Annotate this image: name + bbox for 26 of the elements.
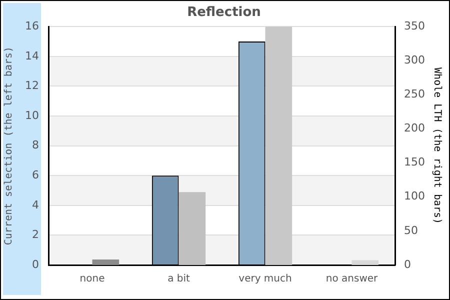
x-tick-label: no answer	[326, 274, 379, 285]
y2-tick-label: 350	[404, 19, 426, 32]
y2-tick-label: 300	[404, 54, 426, 67]
chart-title: Reflection	[187, 5, 261, 20]
y-tick-label: 2	[32, 228, 39, 242]
y-tick-label: 4	[32, 198, 39, 212]
y2-tick-label: 100	[404, 190, 426, 203]
y-tick-label: 8	[32, 138, 39, 152]
y2-tick-label: 50	[404, 224, 418, 237]
y2-axis-title: Whole LTH (the right bars)	[431, 68, 442, 224]
y-tick-label: 16	[24, 19, 39, 32]
y2-tick-label: 200	[404, 122, 426, 135]
y-tick-label: 6	[32, 168, 39, 182]
y-tick-label: 14	[24, 49, 39, 62]
y-tick-label: 12	[24, 79, 39, 92]
y-tick-label: 10	[24, 108, 39, 122]
y2-tick-label: 150	[404, 156, 426, 169]
y2-tick-label: 250	[404, 88, 426, 101]
bar	[352, 260, 379, 265]
x-tick-label: very much	[238, 274, 292, 285]
bar	[92, 260, 120, 265]
y2-tick-label: 0	[404, 258, 412, 271]
x-tick-label: none	[80, 274, 105, 285]
y-tick-label: 0	[32, 258, 39, 271]
y-axis-title: Current selection (the left bars)	[4, 46, 15, 246]
x-tick-label: a bit	[168, 274, 190, 285]
